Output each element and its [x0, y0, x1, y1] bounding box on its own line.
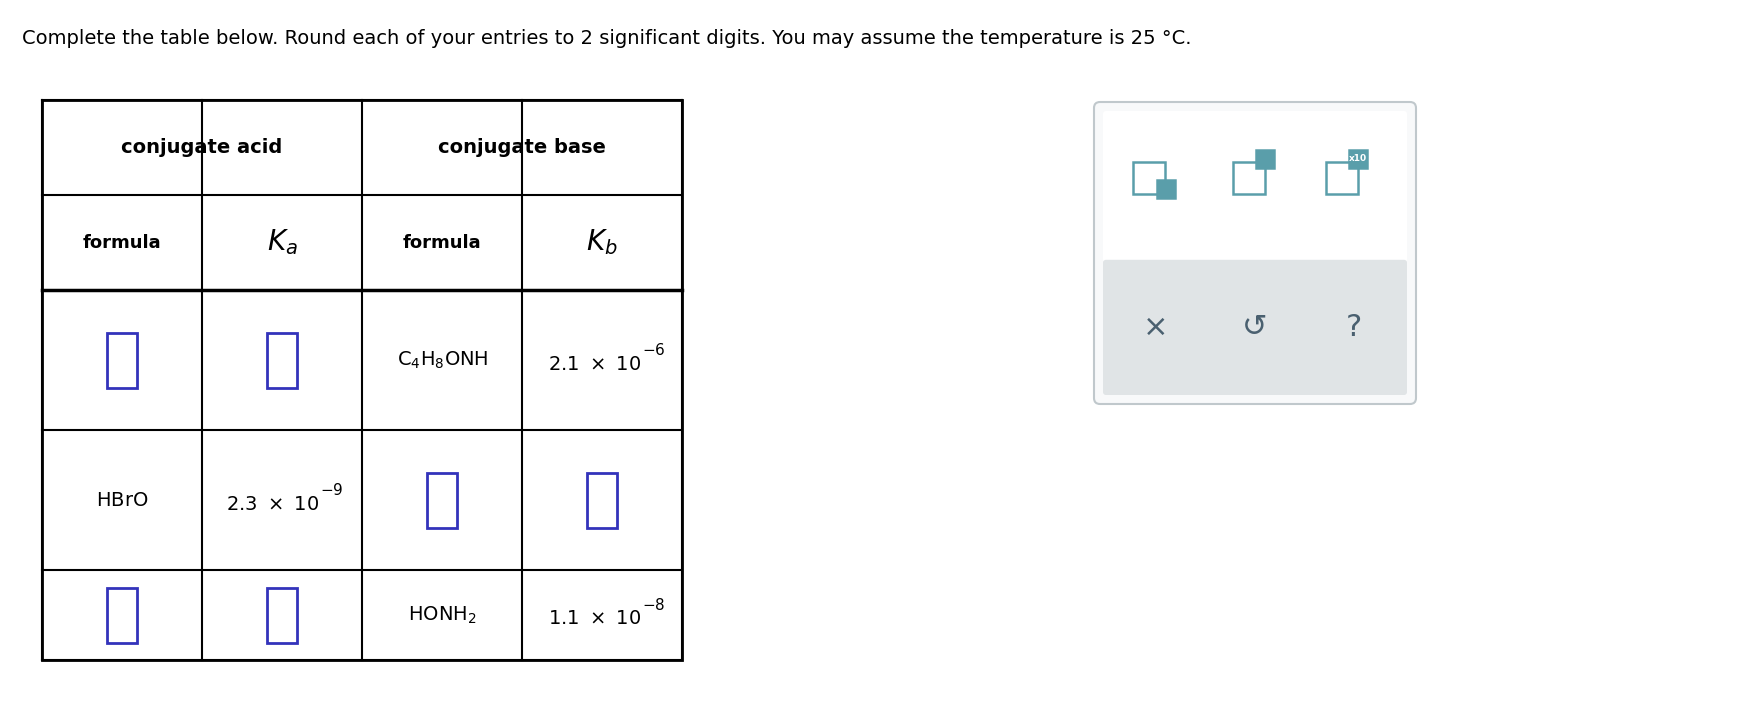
Text: $\mathrm{HBrO}$: $\mathrm{HBrO}$ — [97, 491, 148, 510]
Bar — [267, 588, 297, 643]
Text: ?: ? — [1346, 313, 1362, 342]
Bar — [107, 333, 137, 388]
Bar — [107, 588, 137, 643]
Text: conjugate acid: conjugate acid — [121, 138, 283, 157]
Text: Complete the table below. Round each of your entries to 2 significant digits. Yo: Complete the table below. Round each of … — [23, 29, 1191, 48]
Bar — [1254, 150, 1272, 168]
Bar — [1133, 162, 1165, 194]
Bar — [267, 333, 297, 388]
Bar — [587, 473, 617, 528]
Text: $-6$: $-6$ — [641, 342, 666, 358]
Text: $\mathrm{C_4H_8ONH}$: $\mathrm{C_4H_8ONH}$ — [397, 349, 487, 371]
Bar — [427, 473, 457, 528]
Text: formula: formula — [83, 233, 162, 251]
Text: $2.3\ \times\ 10$: $2.3\ \times\ 10$ — [225, 495, 318, 513]
Bar — [1232, 162, 1263, 194]
Text: conjugate base: conjugate base — [437, 138, 606, 157]
Text: $\mathrm{HONH_2}$: $\mathrm{HONH_2}$ — [408, 604, 476, 625]
FancyBboxPatch shape — [1102, 111, 1406, 262]
Bar — [42, 100, 682, 660]
Text: $2.1\ \times\ 10$: $2.1\ \times\ 10$ — [546, 354, 640, 373]
Text: formula: formula — [402, 233, 481, 251]
Text: x10: x10 — [1348, 154, 1365, 164]
Bar — [1325, 162, 1356, 194]
Text: $\mathit{K}_{\mathit{b}}$: $\mathit{K}_{\mathit{b}}$ — [585, 228, 617, 258]
FancyBboxPatch shape — [1102, 260, 1406, 395]
Text: $-9$: $-9$ — [320, 482, 344, 498]
Bar — [1156, 180, 1175, 198]
Text: $-8$: $-8$ — [641, 597, 666, 613]
Text: $1.1\ \times\ 10$: $1.1\ \times\ 10$ — [546, 610, 640, 628]
Text: ×: × — [1142, 313, 1168, 342]
Bar — [1348, 150, 1365, 168]
Text: ↺: ↺ — [1242, 313, 1267, 342]
Text: $\mathit{K}_{\mathit{a}}$: $\mathit{K}_{\mathit{a}}$ — [267, 228, 297, 258]
FancyBboxPatch shape — [1093, 102, 1414, 404]
